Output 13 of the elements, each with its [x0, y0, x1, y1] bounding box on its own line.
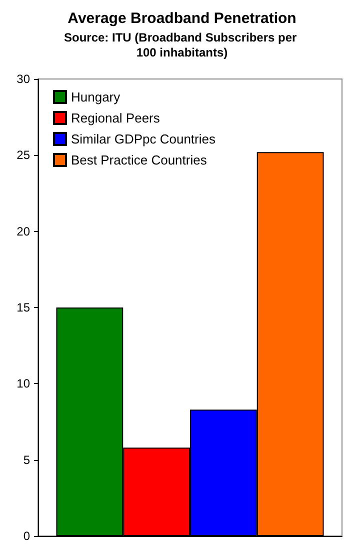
y-tick-label: 10 [16, 376, 30, 391]
chart-subtitle: Source: ITU (Broadband Subscribers per 100 inhabitants) [64, 30, 300, 60]
legend-label: Best Practice Countries [71, 152, 208, 168]
y-tick-label: 20 [16, 224, 30, 238]
legend-label: Similar GDPpc Countries [71, 132, 216, 146]
y-tick-label: 5 [23, 452, 30, 467]
y-tick-label: 30 [16, 72, 30, 86]
y-tick-label: 25 [16, 148, 30, 162]
legend-label: Regional Peers [71, 110, 160, 126]
legend-label: Hungary [71, 90, 121, 104]
y-tick-label: 15 [16, 300, 30, 314]
y-tick-label: 0 [23, 529, 30, 543]
chart-title: Average Broadband Penetration [68, 10, 296, 27]
